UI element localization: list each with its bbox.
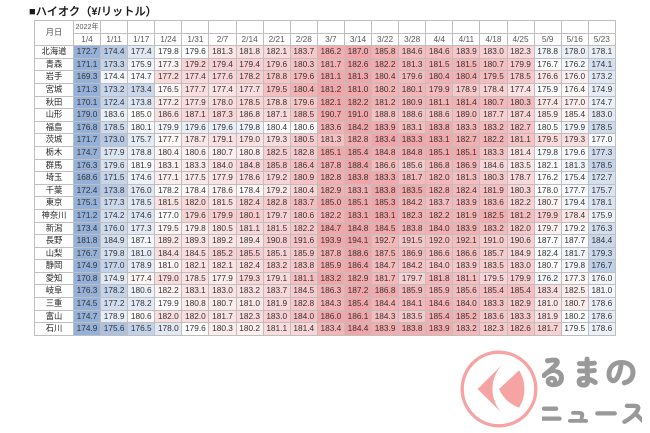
svg-text:ニュース: ニュース xyxy=(542,393,642,429)
svg-text:るまの: るまの xyxy=(542,349,638,395)
